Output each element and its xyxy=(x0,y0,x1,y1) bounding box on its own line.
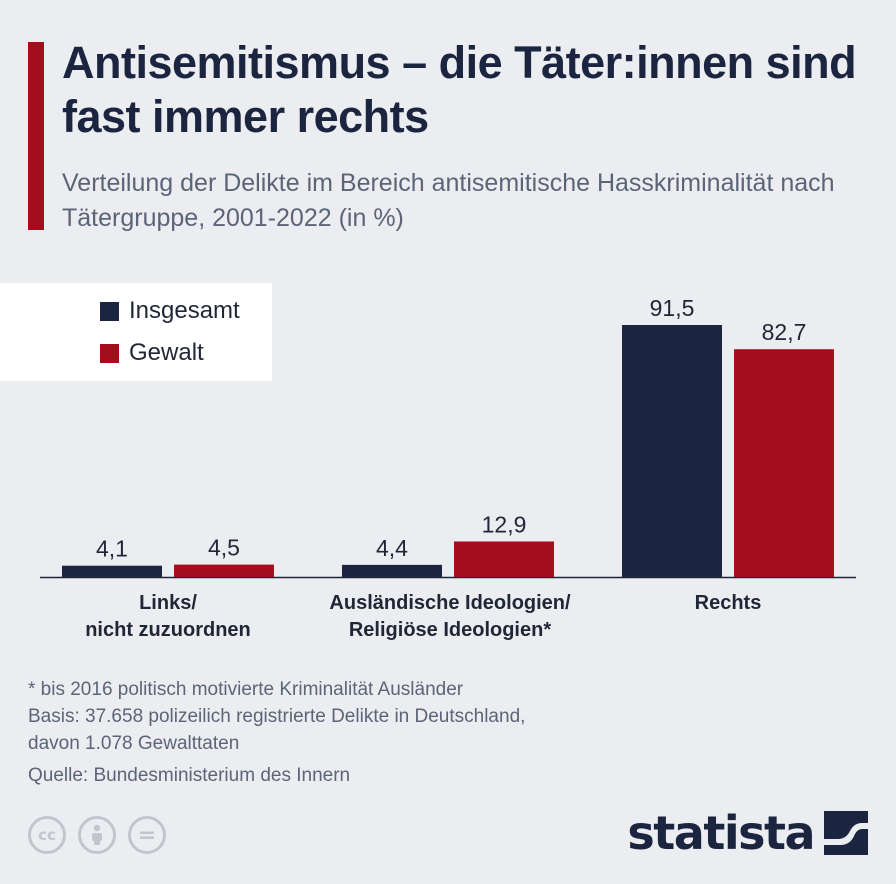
cc-icon[interactable]: cc xyxy=(28,816,66,854)
chart-subtitle: Verteilung der Delikte im Bereich antise… xyxy=(62,169,835,232)
statista-logo-icon xyxy=(824,811,868,855)
footnote: * bis 2016 politisch motivierte Kriminal… xyxy=(28,679,464,700)
bar-rechts-insgesamt xyxy=(622,325,722,577)
legend-swatch-insgesamt xyxy=(100,301,119,321)
category-label-rechts-line1: Rechts xyxy=(694,592,762,614)
legend-item-gewalt: Gewalt xyxy=(100,338,204,368)
legend-label-insgesamt: Insgesamt xyxy=(129,297,240,324)
license-icons: cc = xyxy=(28,816,166,854)
person-icon xyxy=(92,824,102,845)
bar-value-rechts-insgesamt: 91,5 xyxy=(650,295,695,321)
category-label-links-line1: Links/ xyxy=(139,592,197,614)
accent-bar xyxy=(28,42,44,230)
category-label-auslaendisch-line1: Ausländische Ideologien/ xyxy=(329,592,571,614)
chart-title: Antisemitismus – die Täter:innen sind fa… xyxy=(62,37,857,142)
bar-rechts-gewalt xyxy=(734,349,834,577)
category-label-links: Links/ nicht zuzuordnen xyxy=(40,590,296,644)
bar-links-insgesamt xyxy=(62,565,162,577)
by-icon[interactable] xyxy=(78,816,116,854)
legend: Insgesamt Gewalt xyxy=(0,283,272,381)
bar-value-auslaendisch-insgesamt: 4,4 xyxy=(376,535,408,561)
category-label-auslaendisch-line2: Religiöse Ideologien* xyxy=(348,619,552,641)
bar-value-rechts-gewalt: 82,7 xyxy=(762,319,807,345)
nd-icon[interactable]: = xyxy=(128,816,166,854)
category-label-links-line2: nicht zuzuordnen xyxy=(85,619,251,641)
legend-item-insgesamt: Insgesamt xyxy=(100,296,240,326)
bar-value-auslaendisch-gewalt: 12,9 xyxy=(482,511,527,537)
bar-value-links-insgesamt: 4,1 xyxy=(96,536,128,562)
legend-label-gewalt: Gewalt xyxy=(129,339,204,366)
bar-value-links-gewalt: 4,5 xyxy=(208,535,240,561)
statista-wordmark: statista xyxy=(627,806,815,860)
bar-links-gewalt xyxy=(174,564,274,577)
bar-auslaendisch-insgesamt xyxy=(342,564,442,577)
category-label-auslaendisch: Ausländische Ideologien/ Religiöse Ideol… xyxy=(300,590,600,644)
bar-auslaendisch-gewalt xyxy=(454,541,554,577)
legend-swatch-gewalt xyxy=(100,343,119,363)
statista-logo[interactable]: statista xyxy=(627,806,868,860)
source: Quelle: Bundesministerium des Innern xyxy=(28,765,351,786)
category-label-rechts: Rechts xyxy=(600,590,856,617)
basis-line2: davon 1.078 Gewalttaten xyxy=(28,733,240,754)
notes: * bis 2016 politisch motivierte Kriminal… xyxy=(28,676,868,789)
basis-line1: Basis: 37.658 polizeilich registrierte D… xyxy=(28,706,526,727)
